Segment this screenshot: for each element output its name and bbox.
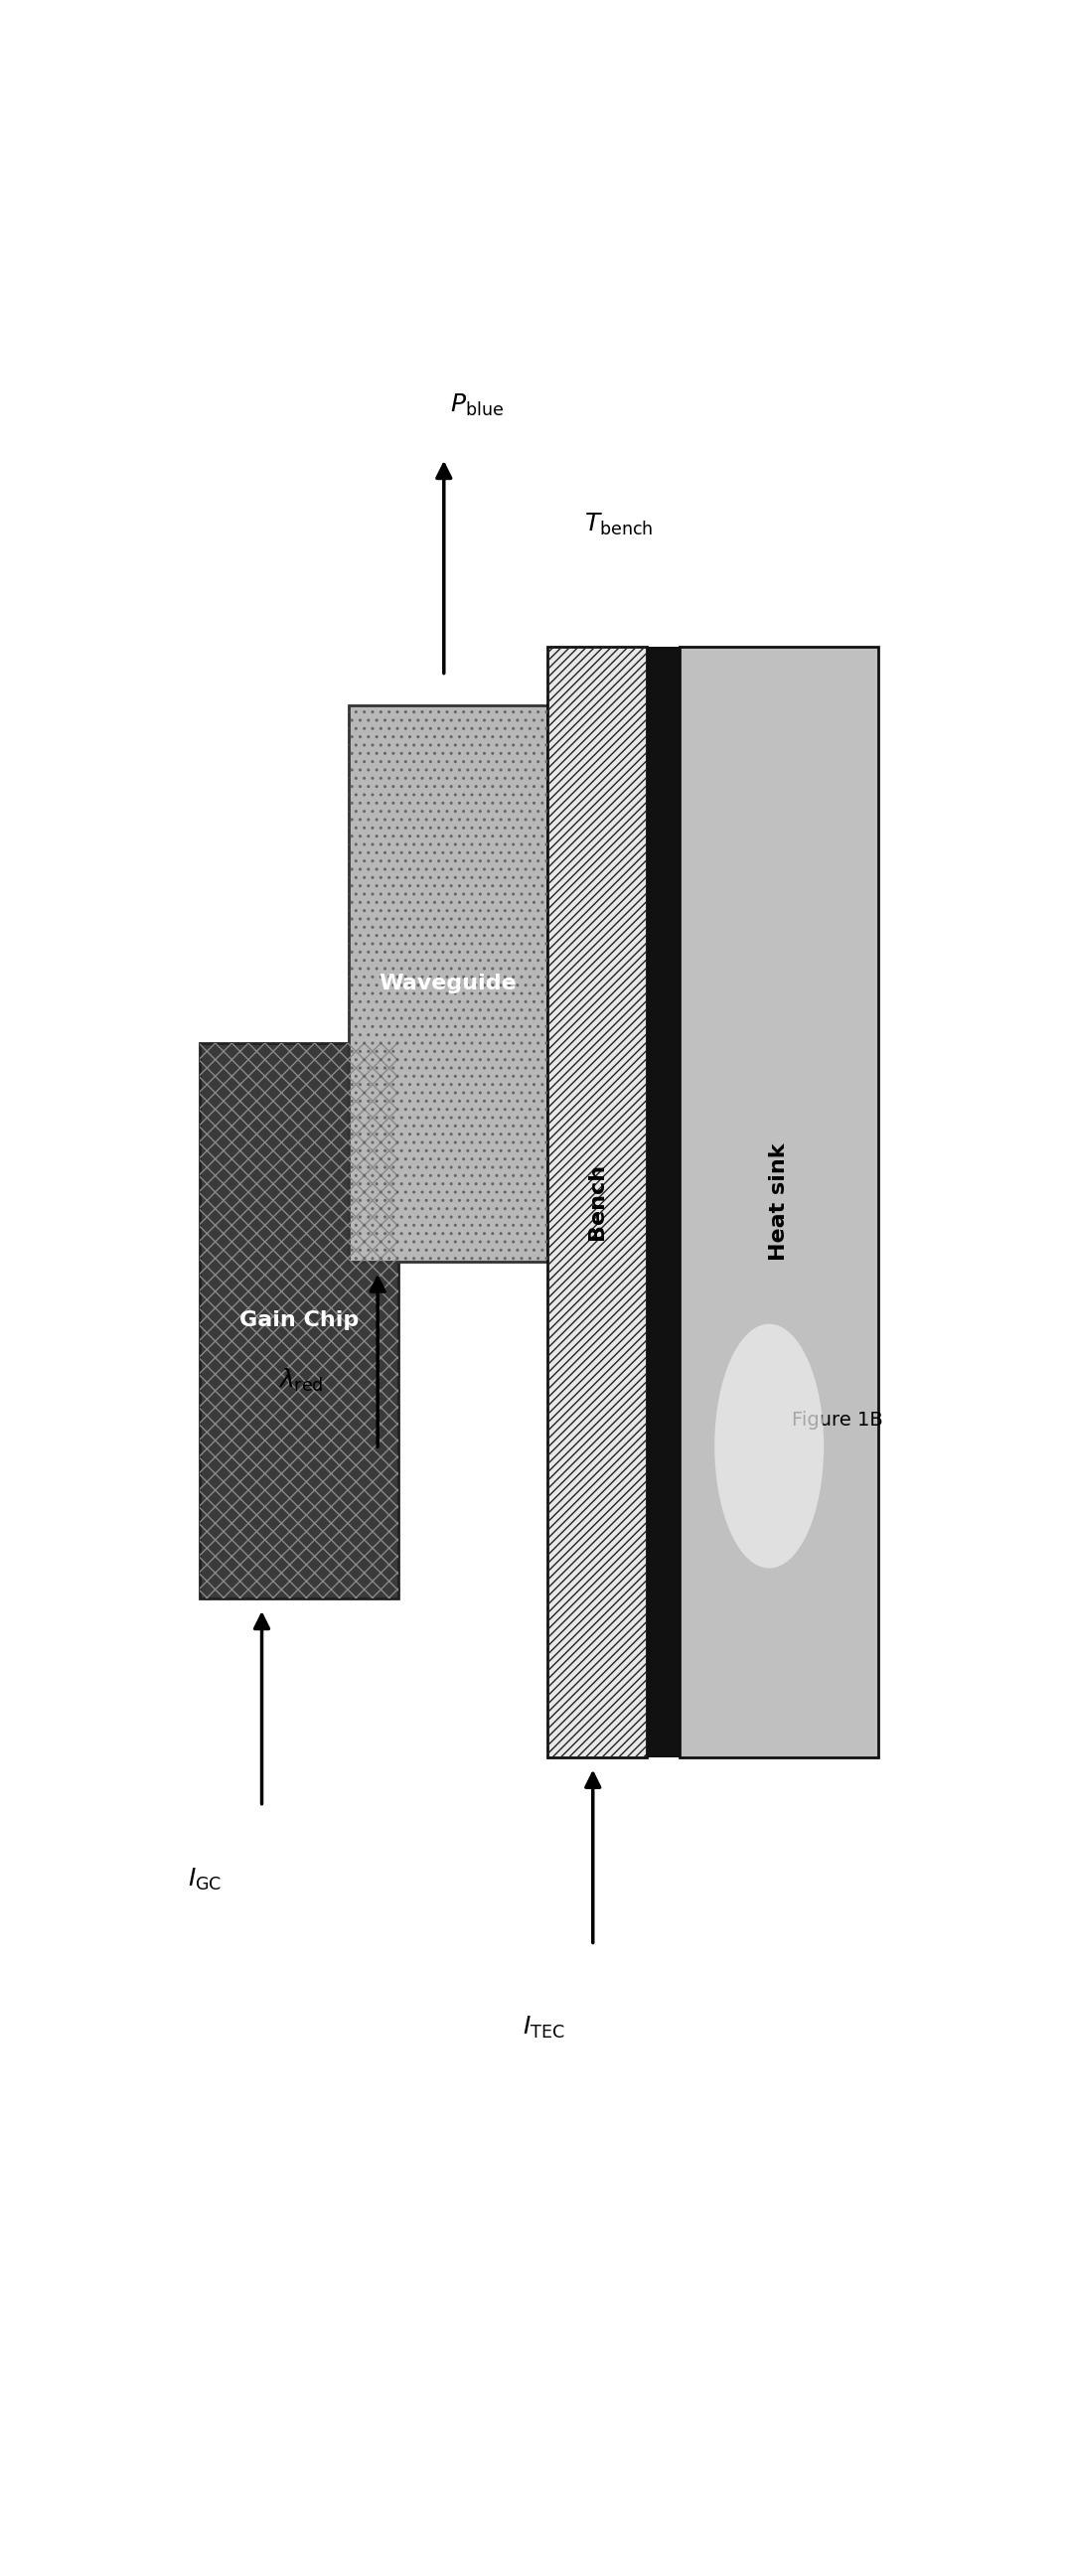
Bar bbox=[348, 706, 548, 1262]
Text: $I_{\mathrm{GC}}$: $I_{\mathrm{GC}}$ bbox=[187, 1865, 221, 1893]
Text: $I_{\mathrm{TEC}}$: $I_{\mathrm{TEC}}$ bbox=[522, 2014, 565, 2040]
Bar bbox=[548, 647, 647, 1757]
Bar bbox=[348, 706, 548, 1262]
Text: Heat sink: Heat sink bbox=[769, 1144, 789, 1260]
Bar bbox=[548, 647, 647, 1757]
Ellipse shape bbox=[714, 1324, 823, 1569]
Text: Gain Chip: Gain Chip bbox=[239, 1311, 359, 1332]
Text: Figure 1B: Figure 1B bbox=[791, 1412, 882, 1430]
Text: $T_{\mathrm{bench}}$: $T_{\mathrm{bench}}$ bbox=[584, 510, 654, 538]
Text: $\lambda_{\mathrm{red}}$: $\lambda_{\mathrm{red}}$ bbox=[279, 1368, 324, 1394]
Text: Bench: Bench bbox=[587, 1164, 607, 1239]
Text: $P_{\mathrm{blue}}$: $P_{\mathrm{blue}}$ bbox=[450, 392, 504, 417]
Bar bbox=[647, 647, 680, 1757]
Bar bbox=[680, 647, 878, 1757]
Bar bbox=[680, 647, 878, 1757]
Text: Waveguide: Waveguide bbox=[379, 974, 517, 994]
Bar bbox=[200, 1043, 398, 1597]
Bar bbox=[200, 1043, 398, 1597]
